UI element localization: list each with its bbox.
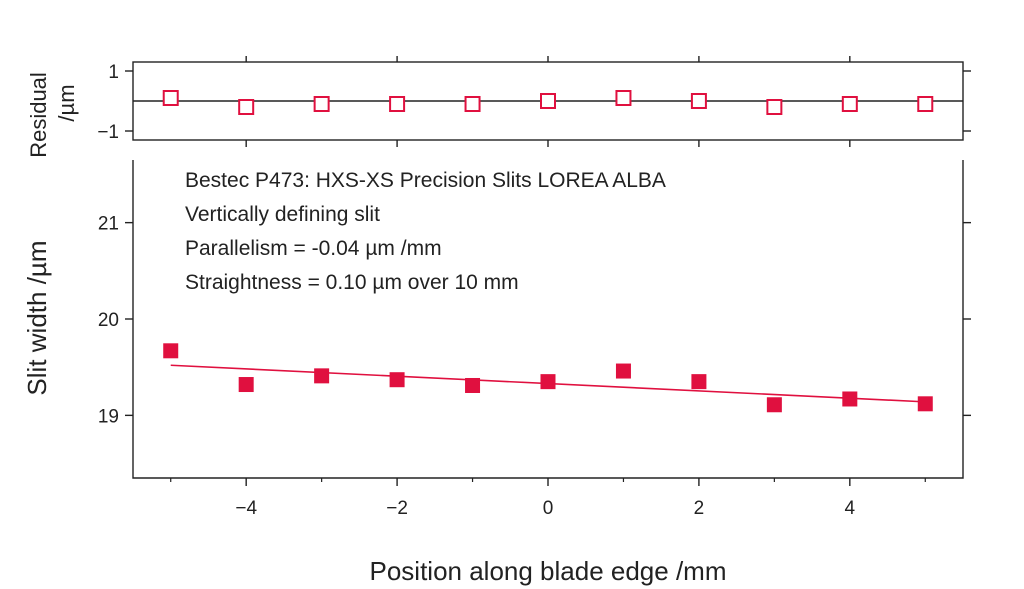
residual-y-tick-label: 1 [108,62,119,83]
y-tick-label: 19 [98,406,119,427]
y-tick-label: 21 [98,214,119,235]
residual-point [389,96,406,112]
residual-point [917,96,934,112]
data-point [314,368,330,384]
data-point [163,343,179,359]
data-point [917,396,933,412]
residual-y-tick-label: −1 [97,122,119,143]
residual-point [841,96,858,112]
y-axis-title: Slit width /µm [22,240,52,395]
data-point [465,377,481,393]
data-point [238,377,254,393]
residual-point [313,96,330,112]
residual-point [615,90,632,106]
residual-point [540,93,556,109]
residual-point [162,90,179,106]
x-tick-label: −2 [386,498,408,519]
data-point [766,397,782,413]
annotation-straightness: Straightness = 0.10 µm over 10 mm [185,271,519,294]
data-point [389,372,405,388]
residual-point [238,99,255,115]
residual-point [690,93,707,109]
annotation-title: Bestec P473: HXS-XS Precision Slits LORE… [185,169,666,192]
data-point [615,363,631,379]
data-point [540,374,556,390]
residual-axis-title-line1: Residual [26,72,51,158]
residual-axis-title-line2: /µm [54,84,79,121]
x-tick-label: 2 [694,498,705,519]
x-tick-label: 0 [543,498,554,519]
plot-layer: −4 −2 0 2 4 19 20 21 1 −1 [97,56,971,519]
y-tick-label: 20 [98,310,119,331]
data-point [842,391,858,407]
x-tick-label: 4 [845,498,856,519]
residual-point [766,99,783,115]
annotation-slit: Vertically defining slit [185,203,380,226]
x-axis-title: Position along blade edge /mm [369,556,726,586]
data-point [691,374,707,390]
annotation-parallelism: Parallelism = -0.04 µm /mm [185,237,442,260]
x-tick-label: −4 [235,498,257,519]
residual-point [464,96,481,112]
